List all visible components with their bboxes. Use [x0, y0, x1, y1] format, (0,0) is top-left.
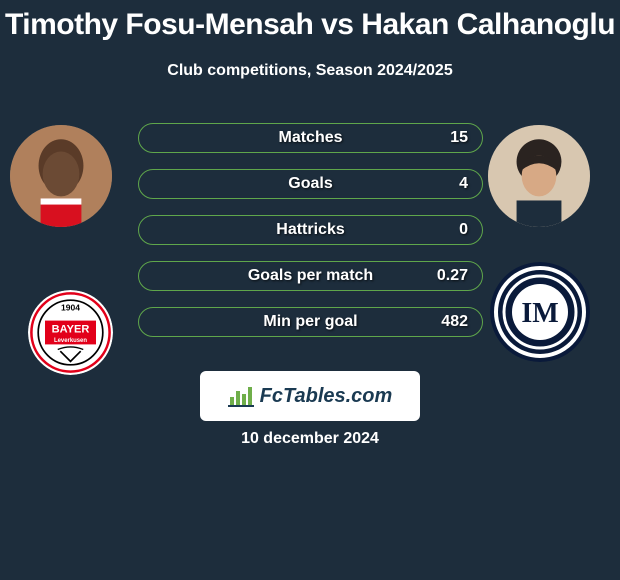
- subtitle: Club competitions, Season 2024/2025: [0, 62, 620, 80]
- stat-pill: Matches 15: [138, 123, 483, 153]
- stat-pill: Goals per match 0.27: [138, 261, 483, 291]
- fctables-label: FcTables.com: [260, 385, 393, 408]
- stat-pill-column: Matches 15 Goals 4 Hattricks 0 Goals per…: [138, 123, 483, 353]
- avatar-placeholder-icon: [10, 125, 112, 227]
- stat-label: Goals per match: [248, 267, 373, 285]
- date-text: 10 december 2024: [0, 430, 620, 448]
- bayer-leverkusen-icon: BAYER Leverkusen 1904: [28, 290, 113, 375]
- club-right-logo: IM: [490, 262, 590, 362]
- club-left-logo: BAYER Leverkusen 1904: [28, 290, 113, 375]
- stat-pill: Min per goal 482: [138, 307, 483, 337]
- avatar-placeholder-icon: [488, 125, 590, 227]
- player-left-avatar: [10, 125, 112, 227]
- page-title: Timothy Fosu-Mensah vs Hakan Calhanoglu: [0, 8, 620, 42]
- stat-pill: Goals 4: [138, 169, 483, 199]
- stat-value: 0: [459, 221, 468, 239]
- stat-label: Min per goal: [263, 313, 357, 331]
- svg-text:Leverkusen: Leverkusen: [54, 338, 87, 344]
- bar-chart-icon: [228, 385, 254, 407]
- stat-label: Goals: [288, 175, 332, 193]
- comparison-card: Timothy Fosu-Mensah vs Hakan Calhanoglu …: [0, 0, 620, 580]
- svg-text:BAYER: BAYER: [52, 324, 90, 336]
- stat-value: 4: [459, 175, 468, 193]
- svg-text:IM: IM: [521, 298, 558, 329]
- inter-milan-icon: IM: [490, 262, 590, 362]
- fctables-badge: FcTables.com: [200, 371, 420, 421]
- stat-pill: Hattricks 0: [138, 215, 483, 245]
- stat-value: 15: [450, 129, 468, 147]
- stat-value: 0.27: [437, 267, 468, 285]
- stat-label: Matches: [278, 129, 342, 147]
- stat-value: 482: [441, 313, 468, 331]
- player-right-avatar: [488, 125, 590, 227]
- stat-label: Hattricks: [276, 221, 344, 239]
- svg-text:1904: 1904: [61, 302, 80, 312]
